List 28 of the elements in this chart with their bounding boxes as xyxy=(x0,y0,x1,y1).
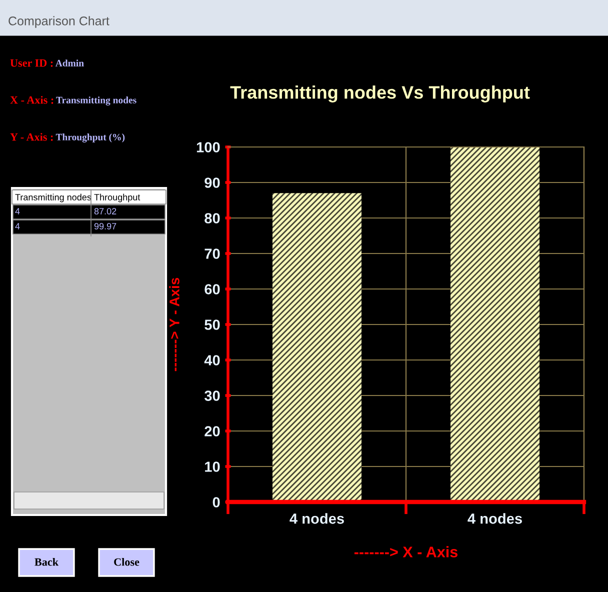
y-tick-label: 0 xyxy=(212,497,220,508)
text: 4 xyxy=(15,223,20,230)
y-tick-label: 60 xyxy=(204,284,220,294)
text: X - Axis : Transmitting nodes xyxy=(10,96,136,106)
chart-title: Transmitting nodes Vs Throughput xyxy=(230,86,530,102)
y-tick-label: 30 xyxy=(204,390,220,401)
y-tick-label: 80 xyxy=(204,213,220,224)
text: Transmitting nodes xyxy=(15,194,92,202)
x-tick-label: 4 nodes xyxy=(468,513,522,524)
text: Close xyxy=(114,558,140,566)
y-tick-label: 40 xyxy=(204,355,220,366)
y-tick-label: 20 xyxy=(204,426,220,436)
x-axis-title: -------> X - Axis xyxy=(354,546,458,558)
y-tick-label: 70 xyxy=(204,248,220,259)
text: 99.97 xyxy=(94,223,116,230)
text: Y - Axis : Throughput (%) xyxy=(10,132,125,142)
y-tick-label: 10 xyxy=(205,462,220,472)
text: 4 xyxy=(15,208,20,214)
text: Throughput xyxy=(94,194,140,202)
text: Back xyxy=(34,558,59,566)
text: User ID : Admin xyxy=(10,59,84,67)
y-axis-title: -------> Y - Axis xyxy=(169,278,180,372)
y-tick-label: 100 xyxy=(196,142,220,152)
y-tick-label: 90 xyxy=(204,178,220,188)
x-tick-label: 4 nodes xyxy=(290,513,344,524)
text: 87.02 xyxy=(94,208,116,214)
text: Comparison Chart xyxy=(8,16,110,28)
y-tick-label: 50 xyxy=(204,320,220,330)
